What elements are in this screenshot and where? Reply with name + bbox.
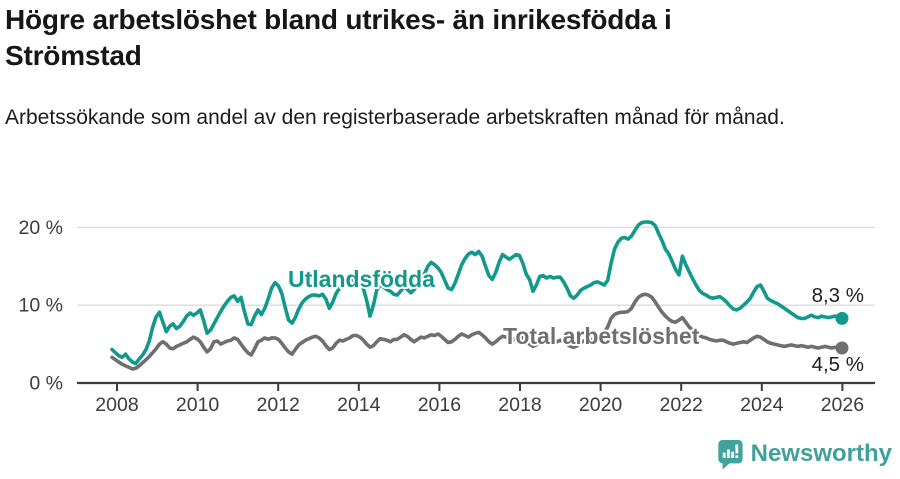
series-end-value-1: 4,5 % [812,353,864,376]
series-end-dot-1 [835,341,849,355]
x-tick-label-2018: 2018 [498,394,541,416]
chart-title: Högre arbetslöshet bland utrikes- än inr… [5,4,672,71]
x-tick-label-2016: 2016 [418,394,461,416]
series-line-1 [110,292,844,371]
newsworthy-wordmark: Newsworthy [750,440,892,467]
y-tick-label-10: 10 % [19,295,63,317]
newsworthy-logo[interactable]: Newsworthy [716,438,892,470]
series-line-0 [110,220,844,366]
speech-bubble-shape [717,440,743,470]
x-tick-label-2012: 2012 [257,394,300,416]
x-tick-label-2008: 2008 [95,394,138,416]
x-tick-label-2026: 2026 [821,394,864,416]
x-tick-label-2010: 2010 [176,394,220,416]
newsworthy-bubble-chart-icon [716,438,744,470]
y-tick-label-0: 0 % [29,373,63,395]
series-end-dot-0 [835,311,849,325]
series-label-0: Utlandsfödda [288,266,435,292]
y-tick-label-20: 20 % [19,217,63,239]
chart-header: Högre arbetslöshet bland utrikes- än inr… [5,0,805,129]
series-label-1: Total arbetslöshet [503,323,700,349]
x-tick-label-2022: 2022 [660,394,703,416]
x-tick-label-2014: 2014 [337,394,381,416]
chart-subtitle: Arbetssökande som andel av den registerb… [5,106,785,129]
x-tick-label-2024: 2024 [740,394,784,416]
x-tick-label-2020: 2020 [579,394,623,416]
series-end-value-0: 8,3 % [812,284,864,307]
